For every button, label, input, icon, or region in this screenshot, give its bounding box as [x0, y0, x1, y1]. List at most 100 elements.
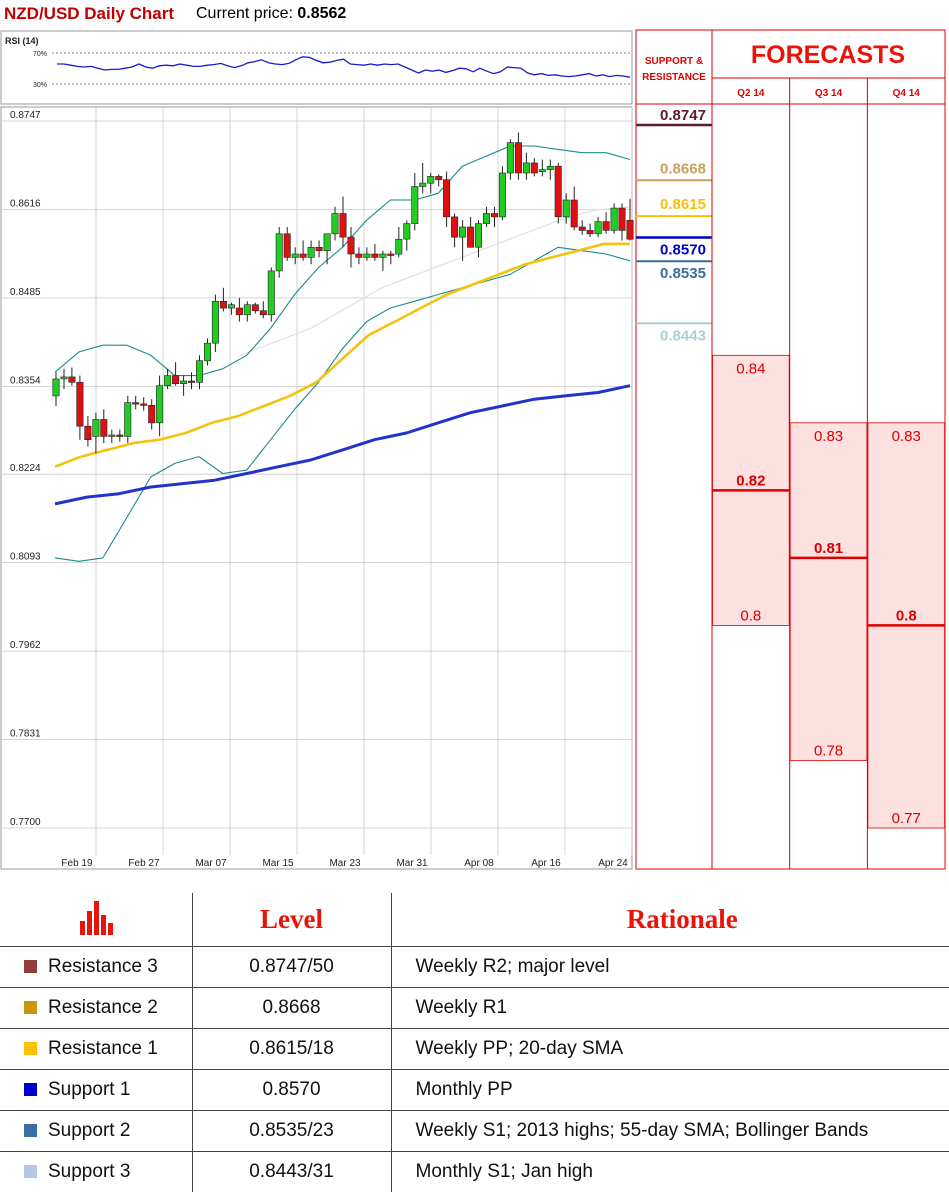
row-level: 0.8747/50	[192, 946, 392, 988]
sr-level: 0.8668	[636, 160, 712, 182]
bar-chart-icon	[79, 901, 113, 935]
candle	[116, 429, 124, 442]
candle	[435, 174, 443, 187]
swatch-icon	[24, 1083, 37, 1096]
sr-title-2: RESISTANCE	[642, 72, 706, 83]
row-level: 0.8668	[192, 987, 392, 1029]
sr-level-value: 0.8615	[660, 196, 706, 213]
candle	[124, 395, 132, 444]
swatch-icon	[24, 1165, 37, 1178]
sma200-line	[54, 384, 631, 506]
candle	[196, 355, 204, 390]
x-tick-label: Apr 24	[598, 858, 628, 869]
rsi-70-label: 70%	[33, 51, 47, 58]
candle	[379, 250, 387, 271]
candle	[172, 362, 180, 386]
y-tick-label: 0.8354	[10, 375, 41, 386]
x-tick-label: Mar 31	[396, 858, 428, 869]
candle	[180, 375, 188, 396]
candle	[562, 193, 570, 224]
rsi-30-label: 30%	[33, 82, 47, 89]
candle	[92, 412, 100, 454]
x-tick-label: Feb 27	[128, 858, 160, 869]
candle	[188, 372, 196, 390]
y-tick-label: 0.8616	[10, 199, 41, 210]
forecast-columns: Q2 14 0.84 0.82 0.8 Q3 14 0.83 0.81 0.78 Q4 14 0.…	[712, 78, 946, 869]
sr-title-1: SUPPORT &	[645, 56, 703, 67]
row-name: Resistance 1	[48, 1038, 158, 1059]
forecast-mid-label: 0.81	[814, 540, 843, 557]
table-row: Resistance 2 0.8668 Weekly R1	[0, 987, 949, 1029]
candle	[307, 240, 315, 265]
candle	[546, 159, 554, 180]
candle	[227, 302, 235, 315]
sr-levels: 0.8747 0.8668 0.8615 0.8570 0.8535 0.8443	[636, 107, 712, 344]
table-row: Resistance 1 0.8615/18 Weekly PP; 20-day…	[0, 1028, 949, 1070]
candle	[498, 166, 506, 221]
candle	[259, 301, 267, 319]
forecast-high-label: 0.83	[892, 428, 921, 445]
row-rationale: Weekly S1; 2013 highs; 55-day SMA; Bolli…	[391, 1110, 949, 1152]
sr-panel: SUPPORT & RESISTANCE 0.8747 0.8668 0.8615 0…	[635, 29, 713, 870]
candle	[490, 206, 498, 227]
price-label: Current price:	[196, 5, 293, 22]
sr-level: 0.8570	[636, 236, 712, 259]
row-level: 0.8570	[192, 1069, 392, 1111]
y-tick-label: 0.7831	[10, 729, 41, 740]
sr-level: 0.8615	[636, 196, 712, 218]
row-name-cell: Support 3	[0, 1151, 193, 1192]
candle	[219, 287, 227, 312]
candle	[267, 267, 275, 322]
y-tick-label: 0.7962	[10, 640, 41, 651]
forecast-high-label: 0.83	[814, 428, 843, 445]
row-level: 0.8443/31	[192, 1151, 392, 1192]
forecast-quarter-label: Q2 14	[737, 88, 765, 99]
sr-frame	[635, 29, 713, 870]
sr-level: 0.8747	[636, 107, 712, 127]
forecast-quarter-label: Q3 14	[815, 88, 843, 99]
forecast-high-label: 0.84	[736, 360, 765, 377]
candle	[578, 220, 586, 236]
candle	[355, 247, 363, 265]
forecast-panel: FORECASTS Q2 14 0.84 0.82 0.8 Q3 14 0.83 0.81 0…	[711, 29, 946, 870]
candle	[610, 203, 618, 234]
forecast-band	[789, 422, 868, 761]
candle	[323, 233, 331, 265]
price-grid	[1, 107, 633, 855]
candle	[299, 240, 307, 261]
sr-level-value: 0.8443	[660, 327, 706, 344]
y-tick-label: 0.8093	[10, 552, 41, 563]
row-name: Resistance 3	[48, 956, 158, 977]
x-tick-label: Feb 19	[61, 858, 93, 869]
x-axis-ticks: Feb 19 Feb 27 Mar 07 Mar 15 Mar 23 Mar 31 Apr …	[61, 858, 628, 869]
candle	[459, 220, 467, 261]
y-axis-ticks: 0.8747 0.8616 0.8485 0.8354 0.8224 0.8093 0.79…	[10, 110, 41, 828]
candle	[291, 247, 299, 265]
candle	[586, 223, 594, 238]
forecast-low-label: 0.8	[740, 607, 761, 624]
x-tick-label: Apr 16	[531, 858, 561, 869]
candle	[164, 368, 172, 390]
candle	[419, 162, 427, 194]
price-frame	[0, 106, 633, 870]
price-value: 0.8562	[297, 5, 347, 22]
candle	[100, 409, 108, 444]
forecast-mid-label: 0.82	[736, 472, 765, 489]
candle	[482, 206, 490, 227]
candle	[522, 152, 530, 180]
chart-svg: RSI (14) 70% 30% 0.8747 0.8616 0.8485 0.835…	[0, 29, 946, 870]
swatch-icon	[24, 1001, 37, 1014]
candle	[60, 368, 68, 390]
candle	[514, 132, 522, 180]
sr-level-value: 0.8747	[660, 107, 706, 124]
candle	[76, 375, 84, 440]
x-tick-label: Apr 08	[464, 858, 494, 869]
price-panel: 0.8747 0.8616 0.8485 0.8354 0.8224 0.8093 0.79…	[0, 106, 634, 870]
candle	[235, 297, 243, 322]
row-name-cell: Support 2	[0, 1110, 193, 1152]
forecast-column: Q2 14 0.84 0.82 0.8	[712, 88, 790, 626]
y-tick-label: 0.8485	[10, 287, 41, 298]
candle	[451, 213, 459, 248]
sma20-line	[239, 206, 631, 356]
forecast-title: FORECASTS	[751, 41, 905, 69]
